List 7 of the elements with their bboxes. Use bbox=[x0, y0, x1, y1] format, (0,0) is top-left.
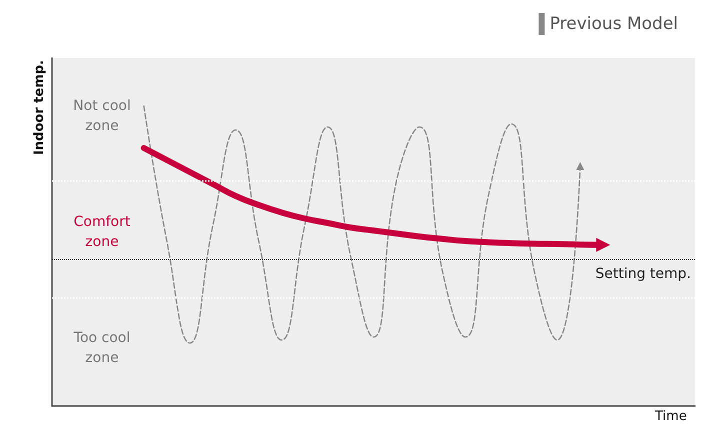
annotation: Not cool zone bbox=[73, 98, 131, 134]
annotation: Too cool zone bbox=[72, 330, 130, 366]
ref-line-label: Setting temp. bbox=[595, 266, 691, 282]
legend-label: Previous Model bbox=[550, 14, 678, 34]
x-axis-title: Time bbox=[654, 409, 687, 424]
y-axis-title: Indoor temp. bbox=[32, 60, 47, 156]
annotation: Comfort zone bbox=[74, 214, 131, 250]
